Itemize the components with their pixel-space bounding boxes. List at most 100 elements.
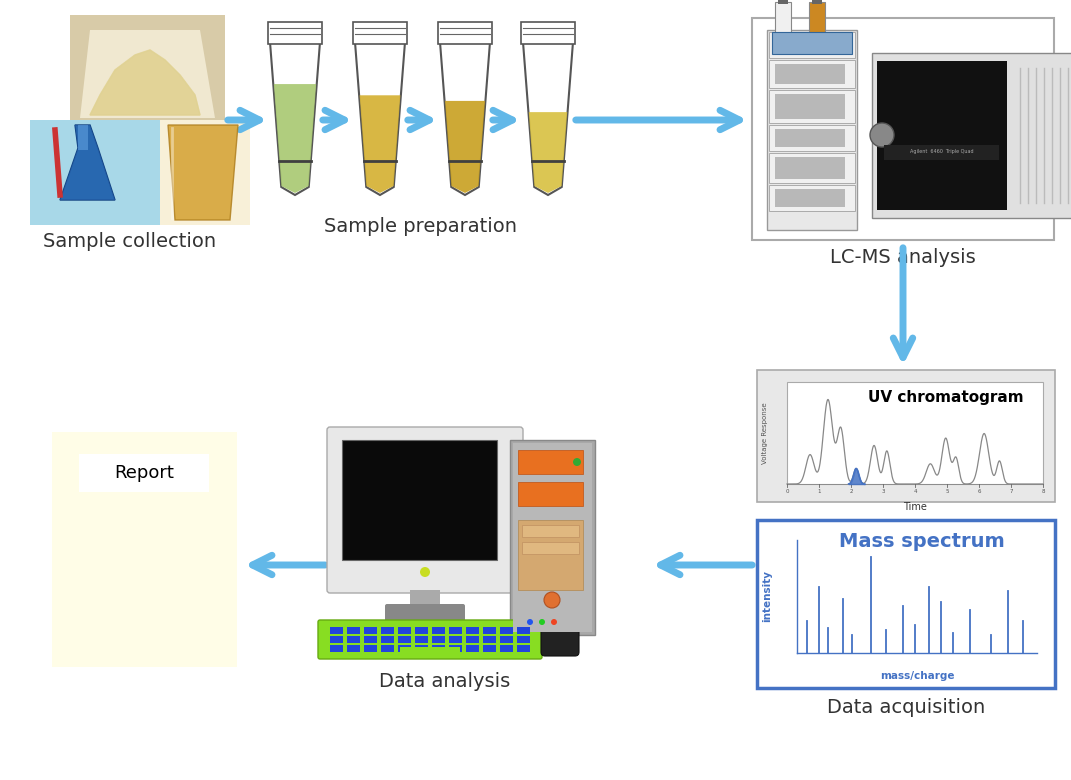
Bar <box>414 645 428 652</box>
Bar <box>872 53 1071 218</box>
Bar <box>466 636 479 643</box>
Bar <box>775 157 845 179</box>
Bar <box>466 645 479 652</box>
Bar <box>410 590 440 608</box>
Bar <box>500 645 513 652</box>
Text: 4: 4 <box>914 489 917 494</box>
Bar <box>398 627 411 634</box>
Polygon shape <box>90 50 200 115</box>
Bar <box>78 125 88 150</box>
Circle shape <box>550 619 557 625</box>
Bar <box>767 30 857 230</box>
Polygon shape <box>274 84 316 193</box>
Bar <box>517 627 530 634</box>
Bar <box>483 636 496 643</box>
Bar <box>769 90 855 123</box>
Bar <box>510 440 595 635</box>
Bar <box>812 0 823 4</box>
Bar <box>438 22 492 44</box>
FancyBboxPatch shape <box>541 620 579 656</box>
Bar <box>364 645 377 652</box>
Bar <box>778 0 788 4</box>
Circle shape <box>527 619 533 625</box>
Bar <box>347 645 360 652</box>
Polygon shape <box>60 125 115 200</box>
Text: Voltage Response: Voltage Response <box>761 402 768 464</box>
Bar <box>500 627 513 634</box>
Bar <box>769 60 855 88</box>
Bar <box>364 627 377 634</box>
Polygon shape <box>355 42 405 195</box>
Bar <box>517 645 530 652</box>
Bar <box>160 120 250 225</box>
Bar <box>775 36 845 54</box>
Bar <box>518 450 583 474</box>
Text: 3: 3 <box>881 489 885 494</box>
Bar <box>432 636 444 643</box>
Bar <box>518 520 583 590</box>
Text: UV chromatogram: UV chromatogram <box>868 390 1024 405</box>
Bar <box>483 627 496 634</box>
Bar <box>330 636 343 643</box>
Bar <box>353 22 407 44</box>
Bar <box>330 645 343 652</box>
Bar <box>342 440 497 560</box>
Bar <box>752 18 1054 240</box>
Bar <box>522 542 579 554</box>
Bar <box>522 525 579 537</box>
Bar <box>757 370 1055 502</box>
Bar <box>268 22 322 44</box>
Polygon shape <box>168 125 238 220</box>
Text: Time: Time <box>903 502 926 512</box>
Bar <box>483 645 496 652</box>
Polygon shape <box>529 112 568 193</box>
FancyBboxPatch shape <box>318 620 542 659</box>
Bar <box>381 645 394 652</box>
Bar <box>521 22 575 44</box>
Bar <box>432 645 444 652</box>
Bar <box>769 153 855 183</box>
Circle shape <box>870 123 894 147</box>
Bar <box>398 645 411 652</box>
Bar <box>466 627 479 634</box>
Bar <box>347 627 360 634</box>
Bar <box>399 647 461 654</box>
Text: Report: Report <box>115 464 174 482</box>
Polygon shape <box>446 101 485 193</box>
Bar <box>52 432 237 667</box>
Bar <box>877 61 1007 210</box>
Bar <box>381 627 394 634</box>
Bar <box>70 15 225 125</box>
Bar <box>79 454 209 492</box>
Bar <box>364 636 377 643</box>
Text: Data analysis: Data analysis <box>379 672 511 691</box>
Bar <box>381 636 394 643</box>
Text: 5: 5 <box>946 489 949 494</box>
Bar <box>30 120 160 225</box>
Bar <box>775 129 845 147</box>
Bar <box>775 94 845 119</box>
Text: 0: 0 <box>785 489 788 494</box>
Circle shape <box>544 592 560 608</box>
Bar <box>775 64 845 84</box>
Text: 8: 8 <box>1041 489 1044 494</box>
Text: 7: 7 <box>1009 489 1013 494</box>
Bar <box>757 520 1055 688</box>
Bar <box>772 32 853 54</box>
Text: Mass spectrum: Mass spectrum <box>839 532 1005 551</box>
Bar <box>775 189 845 207</box>
Polygon shape <box>440 42 491 195</box>
Polygon shape <box>60 125 115 200</box>
Text: 1: 1 <box>817 489 820 494</box>
Text: Sample collection: Sample collection <box>44 232 216 251</box>
Bar <box>432 627 444 634</box>
Text: LC-MS analysis: LC-MS analysis <box>830 248 976 267</box>
Bar <box>809 2 825 34</box>
Bar <box>414 627 428 634</box>
Circle shape <box>420 567 429 577</box>
Bar <box>347 636 360 643</box>
Bar <box>513 443 592 632</box>
Bar <box>449 627 462 634</box>
Polygon shape <box>360 95 401 193</box>
Text: intensity: intensity <box>761 570 772 622</box>
